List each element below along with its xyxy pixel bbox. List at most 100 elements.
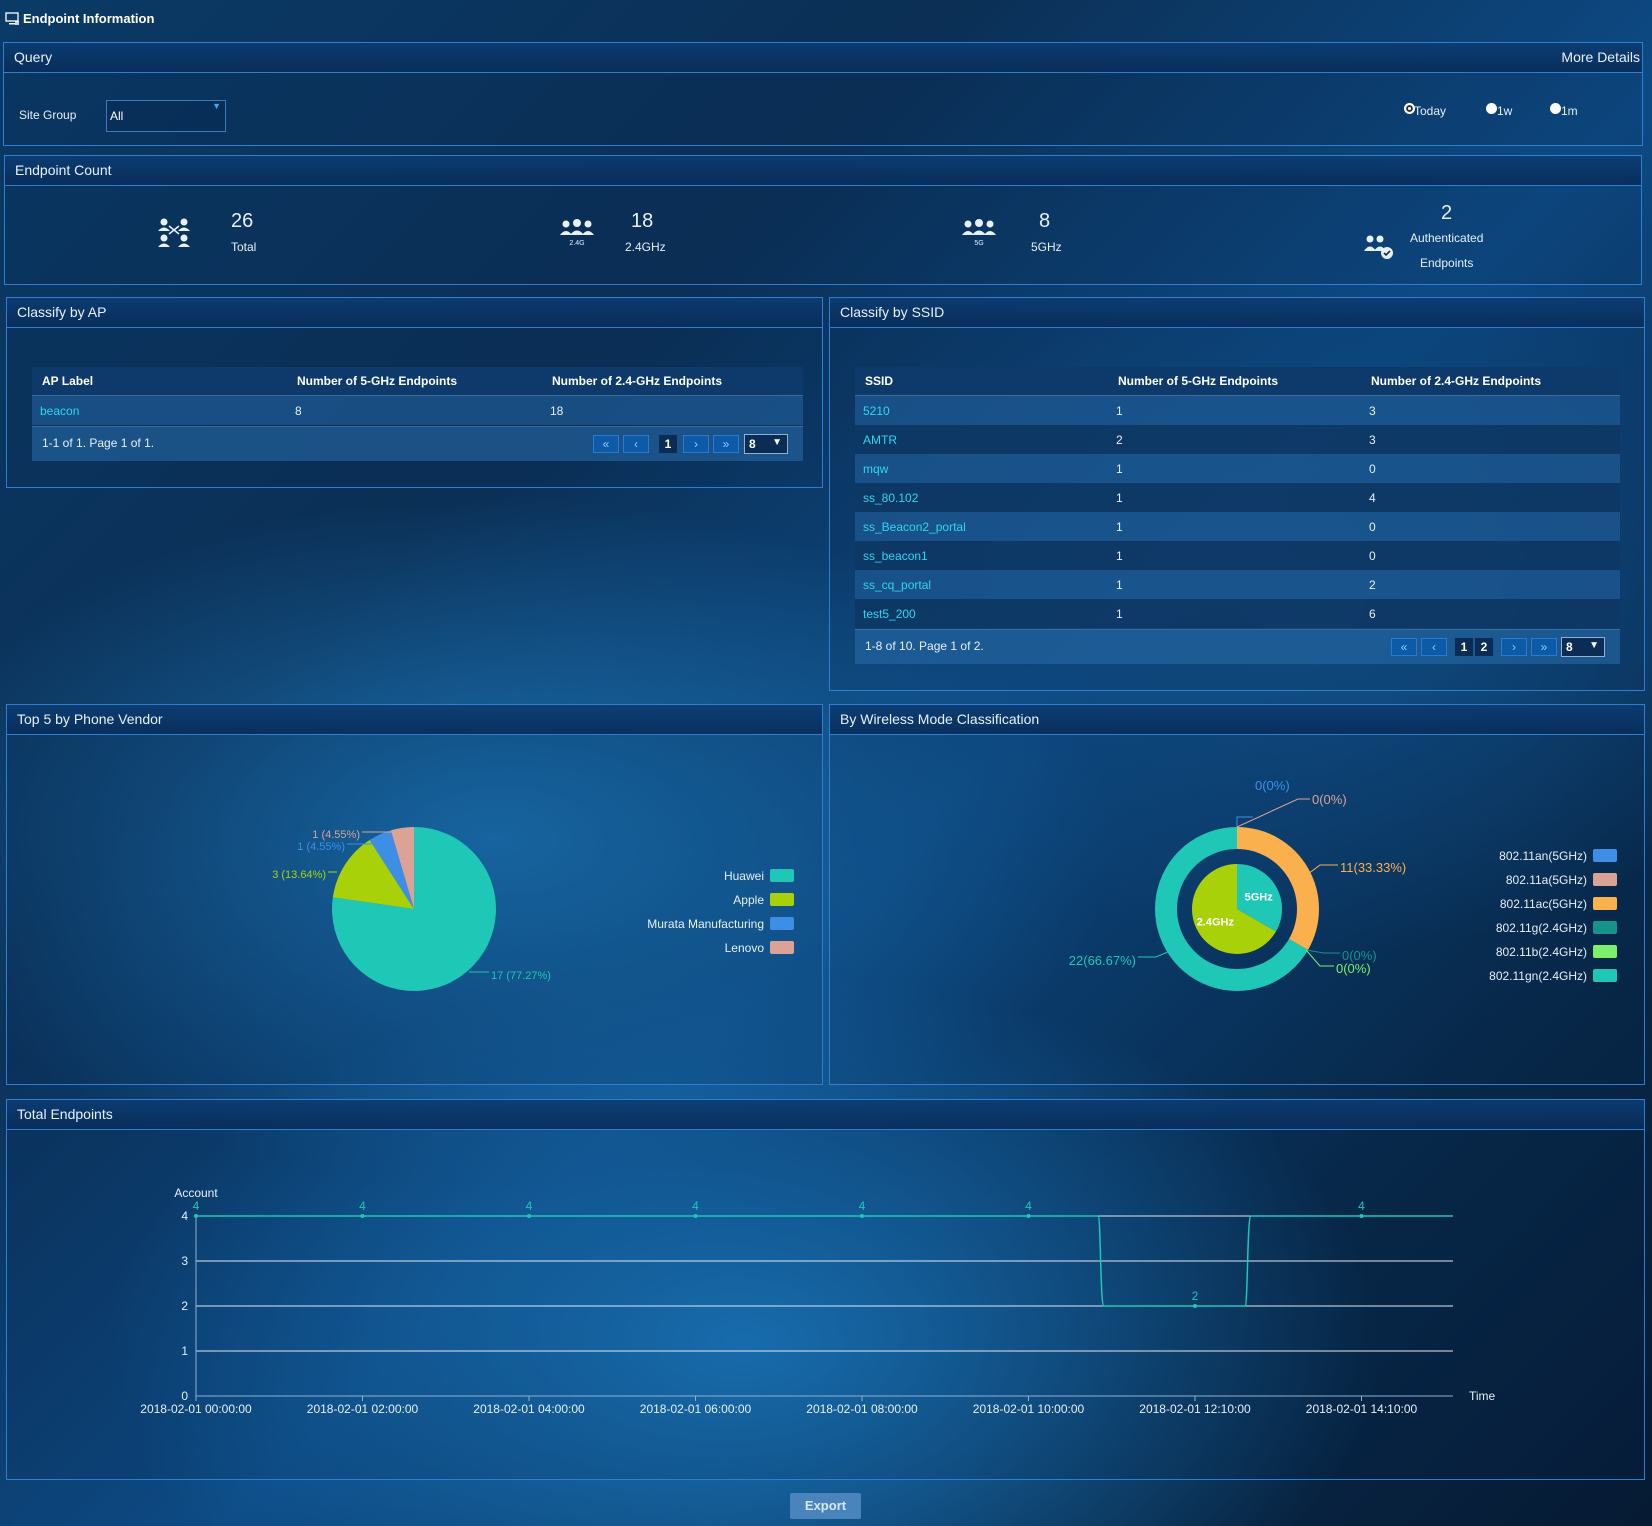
next-page-icon[interactable]: › [683, 435, 709, 453]
donut-inner-slice-5ghz [1237, 864, 1282, 932]
table-cell: 1 [1108, 570, 1361, 599]
page-size-select[interactable]: 8 ▼ [1561, 637, 1605, 657]
donut-label-leader [1236, 798, 1310, 828]
line-data-label: 4 [859, 1199, 866, 1213]
page-size-select[interactable]: 8 ▼ [744, 434, 788, 454]
ssid-link[interactable]: ss_cq_portal [855, 570, 1108, 599]
last-page-icon[interactable]: » [713, 435, 739, 453]
ssid-link[interactable]: AMTR [855, 425, 1108, 454]
legend-swatch [1593, 921, 1617, 934]
ssid-table: SSID Number of 5-GHz Endpoints Number of… [855, 367, 1620, 628]
donut-data-label: 22(66.67%) [1069, 953, 1136, 968]
page-size-value: 8 [749, 437, 756, 451]
pie-data-label: 3 (13.64%) [272, 869, 326, 881]
line-point [194, 1214, 198, 1218]
ssid-link[interactable]: test5_200 [855, 599, 1108, 628]
ap-col-label[interactable]: AP Label [32, 367, 287, 396]
table-row: ss_cq_portal 1 2 [855, 570, 1620, 599]
more-details-link[interactable]: More Details [1561, 49, 1640, 65]
table-cell: 0 [1361, 454, 1620, 483]
ap-col-5ghz[interactable]: Number of 5-GHz Endpoints [287, 367, 542, 396]
query-panel-title: Query [14, 49, 53, 65]
wireless-donut-chart: 5GHz2.4GHz0(0%)0(0%)11(33.33%)0(0%)0(0%)… [1069, 778, 1617, 991]
monitor-icon [5, 12, 19, 25]
line-point [693, 1214, 698, 1218]
page-number-1[interactable]: 1 [659, 435, 677, 453]
users-2.4g-icon: 2.4G [560, 219, 594, 247]
prev-page-icon[interactable]: ‹ [1421, 638, 1447, 656]
ap-pager: 1-1 of 1. Page 1 of 1. « ‹ 1 › » 8 ▼ [32, 426, 803, 461]
export-button-label: Export [804, 1498, 847, 1513]
stat-total-label: Total [231, 240, 257, 254]
prev-page-icon[interactable]: ‹ [623, 435, 649, 453]
ssid-link[interactable]: ss_80.102 [855, 483, 1108, 512]
table-row: ss_Beacon2_portal 1 0 [855, 512, 1620, 541]
legend-swatch [770, 941, 794, 954]
endpoint-count-panel: Endpoint Count 26 Total 2.4G 18 2.4GHz 5… [4, 155, 1642, 285]
page-number-1[interactable]: 1 [1455, 638, 1473, 656]
ssid-link[interactable]: ss_beacon1 [855, 541, 1108, 570]
legend-swatch [770, 893, 794, 906]
table-cell: 18 [542, 395, 803, 425]
ssid-link[interactable]: ss_Beacon2_portal [855, 512, 1108, 541]
ssid-col-24ghz[interactable]: Number of 2.4-GHz Endpoints [1361, 367, 1620, 396]
stat-total-value: 26 [231, 210, 254, 232]
stat-5ghz-label: 5GHz [1031, 240, 1062, 254]
legend-label: 802.11g(2.4GHz) [1496, 921, 1587, 935]
legend-label: Huawei [724, 869, 764, 883]
site-group-select[interactable]: All ▼ [106, 100, 226, 132]
caret-down-icon: ▼ [772, 437, 782, 448]
users-5g-caption: 5G [974, 240, 983, 247]
line-point [860, 1214, 864, 1218]
pie-data-label: 17 (77.27%) [491, 970, 551, 982]
ssid-col-ssid[interactable]: SSID [855, 367, 1108, 396]
classify-ssid-title: Classify by SSID [840, 304, 945, 320]
y-tick-label: 4 [181, 1209, 188, 1223]
radio-1m-label: 1m [1561, 104, 1578, 118]
table-cell: 3 [1361, 425, 1620, 454]
export-button[interactable]: Export [790, 1493, 861, 1519]
y-tick-label: 1 [181, 1344, 188, 1358]
vendor-panel: Top 5 by Phone Vendor 17 (77.27%) 3 (13.6… [6, 704, 823, 1085]
network-users-icon [158, 218, 190, 247]
table-cell: 0 [1361, 541, 1620, 570]
table-cell: 1 [1108, 599, 1361, 628]
table-row: AMTR 2 3 [855, 425, 1620, 454]
legend-swatch [1593, 873, 1617, 886]
x-tick-label: 2018-02-01 12:10:00 [1139, 1402, 1251, 1416]
stat-5ghz-value: 8 [1039, 210, 1051, 232]
legend-label: Lenovo [725, 941, 765, 955]
line-point [1193, 1304, 1197, 1308]
pie-data-label: 1 (4.55%) [297, 841, 345, 853]
next-page-icon[interactable]: › [1501, 638, 1527, 656]
ssid-link[interactable]: mqw [855, 454, 1108, 483]
ap-label-link[interactable]: beacon [32, 395, 287, 425]
first-page-icon[interactable]: « [593, 435, 619, 453]
page-number-2[interactable]: 2 [1475, 638, 1493, 656]
endpoint-count-title: Endpoint Count [15, 162, 112, 178]
stat-24ghz-label: 2.4GHz [625, 240, 666, 254]
legend-swatch [1593, 969, 1617, 982]
table-cell: 6 [1361, 599, 1620, 628]
radio-unselected-icon [1550, 103, 1561, 114]
ssid-pager: 1-8 of 10. Page 1 of 2. « ‹ 1 2 › » 8 ▼ [855, 629, 1620, 664]
legend-label: Apple [733, 893, 764, 907]
ap-table-header: AP Label Number of 5-GHz Endpoints Numbe… [32, 367, 803, 396]
ap-col-24ghz[interactable]: Number of 2.4-GHz Endpoints [542, 367, 803, 396]
radio-today-label: Today [1414, 104, 1447, 118]
wireless-panel-header: By Wireless Mode Classification [830, 705, 1644, 735]
total-endpoints-line-chart: Account Time 0 1 2 3 4 2018-02-01 00:00:00 2018-… [140, 1186, 1495, 1416]
donut-label-leader [1305, 949, 1334, 967]
ssid-link[interactable]: 5210 [855, 395, 1108, 425]
legend-label: 802.11ac(5GHz) [1500, 897, 1587, 911]
wireless-panel: By Wireless Mode Classification 5GHz 2.4G… [829, 704, 1645, 1085]
legend-swatch [1593, 897, 1617, 910]
donut-data-label: 0(0%) [1312, 792, 1347, 807]
last-page-icon[interactable]: » [1531, 638, 1557, 656]
legend-label: Murata Manufacturing [647, 917, 764, 931]
first-page-icon[interactable]: « [1391, 638, 1417, 656]
line-data-label: 4 [1025, 1199, 1032, 1213]
x-tick-label: 2018-02-01 02:00:00 [307, 1402, 419, 1416]
ssid-col-5ghz[interactable]: Number of 5-GHz Endpoints [1108, 367, 1361, 396]
table-row: test5_200 1 6 [855, 599, 1620, 628]
